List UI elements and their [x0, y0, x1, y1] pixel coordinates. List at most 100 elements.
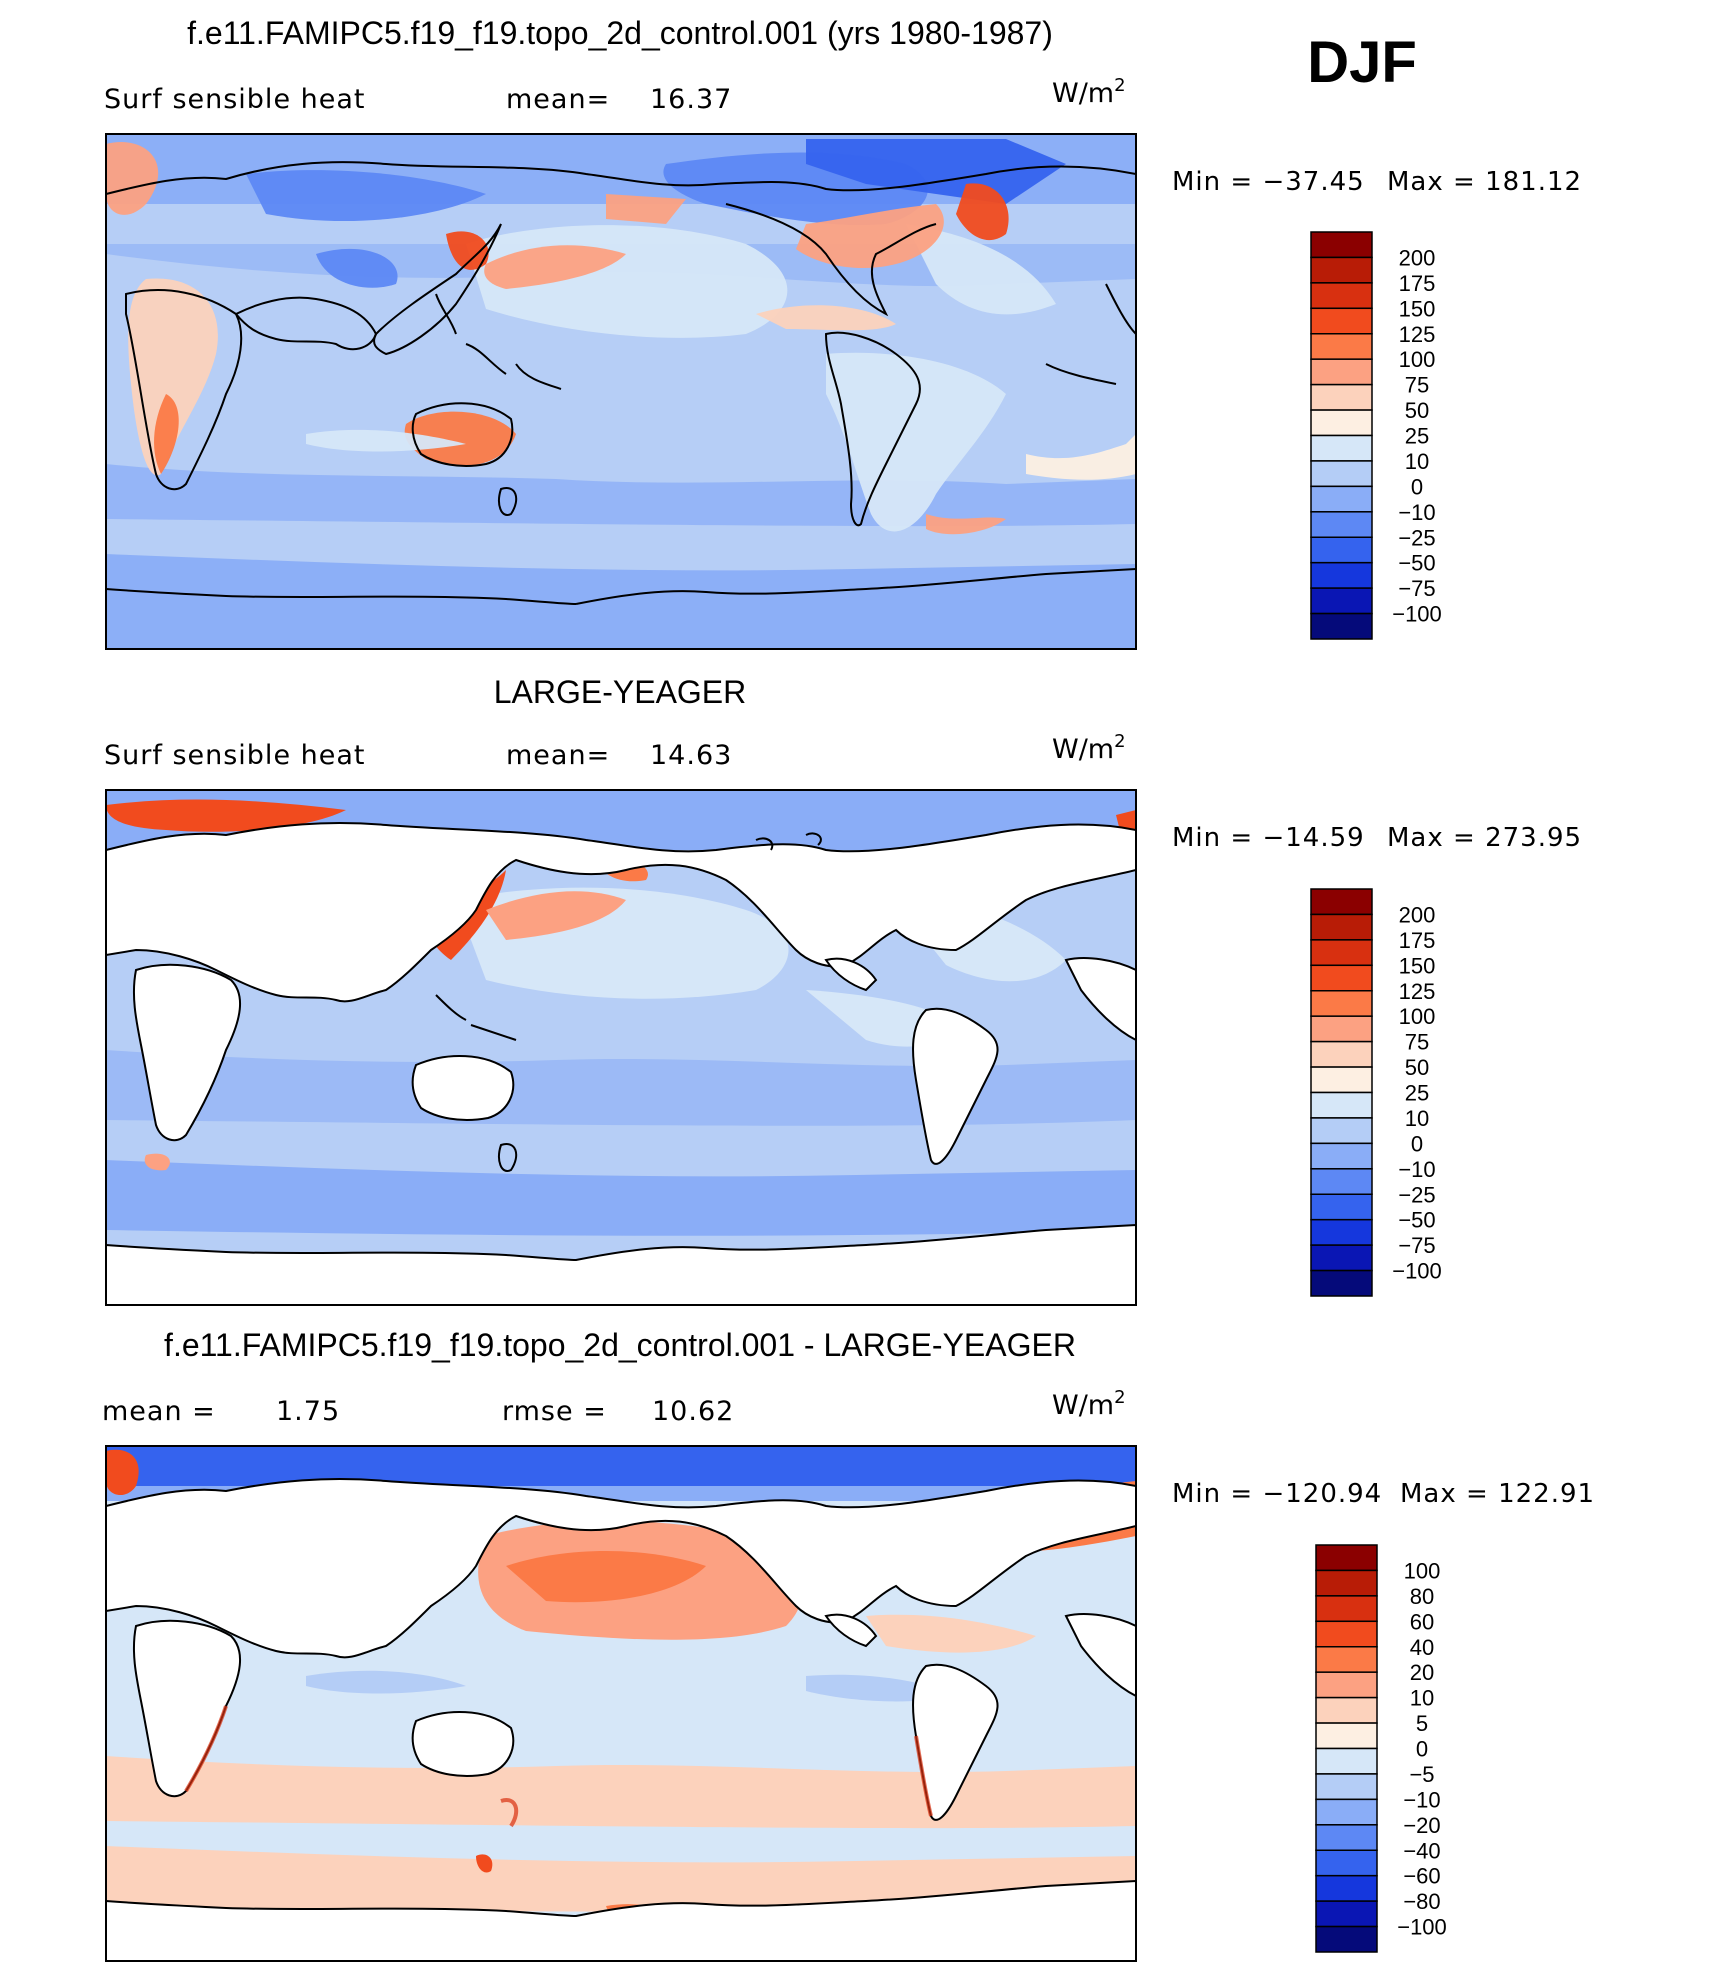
colorbar-2-label-9: 0 — [1411, 1131, 1423, 1156]
panel-2-mean-value: 14.63 — [650, 740, 732, 771]
colorbar-2-label-6: 50 — [1405, 1055, 1429, 1080]
colorbar-1-swatch-3 — [1310, 307, 1373, 335]
colorbar-2-swatch-3 — [1310, 964, 1373, 992]
colorbar-2-swatch-15 — [1310, 1269, 1373, 1297]
colorbar-1-label-14: −100 — [1392, 602, 1442, 627]
colorbar-1-swatch-14 — [1310, 587, 1373, 615]
colorbar-1-swatch-6 — [1310, 383, 1373, 411]
colorbar-2-swatch-10 — [1310, 1142, 1373, 1170]
colorbar-2-swatch-13 — [1310, 1218, 1373, 1246]
colorbar-2-swatch-2 — [1310, 939, 1373, 967]
colorbar-3-swatch-1 — [1315, 1569, 1378, 1597]
panel-3-rmse-label: rmse = — [502, 1396, 607, 1427]
colorbar-3-swatch-15 — [1315, 1925, 1378, 1953]
colorbar-1-label-13: −75 — [1398, 576, 1435, 601]
panel-1-mean-value: 16.37 — [650, 84, 732, 115]
colorbar-3-label-3: 40 — [1410, 1635, 1434, 1660]
panel-2-map — [105, 789, 1137, 1306]
colorbar-3-swatch-6 — [1315, 1696, 1378, 1724]
panel-1-map — [105, 133, 1137, 650]
colorbar-1-label-3: 125 — [1399, 322, 1436, 347]
panel-1-min: Min = −37.45 — [1172, 167, 1365, 197]
colorbar-2-swatch-14 — [1310, 1244, 1373, 1272]
colorbar-1-label-4: 100 — [1399, 347, 1436, 372]
colorbar-2-swatch-5 — [1310, 1015, 1373, 1043]
colorbar-2-label-5: 75 — [1405, 1030, 1429, 1055]
colorbar-3-swatch-0 — [1315, 1544, 1378, 1572]
colorbar-2-label-13: −75 — [1398, 1233, 1435, 1258]
season-label: DJF — [1307, 30, 1417, 95]
colorbar-1-label-0: 200 — [1399, 245, 1436, 270]
colorbar-1-swatch-13 — [1310, 561, 1373, 589]
colorbar-3-label-11: −40 — [1403, 1838, 1440, 1863]
colorbar-3-swatch-13 — [1315, 1874, 1378, 1902]
colorbar-2-label-10: −10 — [1398, 1157, 1435, 1182]
colorbar-2-label-2: 150 — [1399, 953, 1436, 978]
colorbar-1-swatch-8 — [1310, 434, 1373, 462]
colorbar-1-swatch-15 — [1310, 612, 1373, 640]
colorbar-2-swatch-11 — [1310, 1168, 1373, 1195]
colorbar-3-swatch-11 — [1315, 1824, 1378, 1851]
colorbar-2-swatch-1 — [1310, 913, 1373, 941]
colorbar-1-swatch-1 — [1310, 256, 1373, 284]
panel-1-variable: Surf sensible heat — [104, 84, 366, 115]
panel-3-min: Min = −120.94 — [1172, 1479, 1382, 1509]
panel-2-land-mask — [106, 822, 1136, 1305]
colorbar-3-label-12: −60 — [1403, 1864, 1440, 1889]
colorbar-1-swatch-4 — [1310, 333, 1373, 360]
panel-3-map — [105, 1445, 1137, 1962]
panel-3-land-mask — [106, 1478, 1136, 1961]
colorbar-1-label-6: 50 — [1405, 398, 1429, 423]
colorbar-2-label-8: 10 — [1405, 1106, 1429, 1131]
panel-2-variable: Surf sensible heat — [104, 740, 366, 771]
panel-3-mean-value: 1.75 — [276, 1396, 340, 1427]
colorbar-2-label-0: 200 — [1399, 902, 1436, 927]
colorbar-3-swatch-7 — [1315, 1722, 1378, 1750]
colorbar-1-swatch-5 — [1310, 358, 1373, 386]
colorbar-3-label-4: 20 — [1410, 1660, 1434, 1685]
colorbar-3-label-8: −5 — [1409, 1762, 1434, 1787]
colorbar-2-label-14: −100 — [1392, 1259, 1442, 1284]
colorbar-3-swatch-4 — [1315, 1646, 1378, 1673]
panel-3-coast-highlights — [184, 1705, 933, 1828]
colorbar-3-swatch-10 — [1315, 1798, 1378, 1826]
colorbar-1-label-12: −50 — [1398, 551, 1435, 576]
colorbar-3-label-7: 0 — [1416, 1737, 1428, 1762]
colorbar-1-label-11: −25 — [1398, 525, 1435, 550]
colorbar-1-label-9: 0 — [1411, 474, 1423, 499]
panel-1-max: Max = 181.12 — [1387, 167, 1582, 197]
panel-3-title: f.e11.FAMIPC5.f19_f19.topo_2d_control.00… — [164, 1327, 1076, 1363]
panel-1-coastlines — [106, 161, 1136, 605]
colorbar-2-label-12: −50 — [1398, 1208, 1435, 1233]
panel-1-units: W/m2 — [1052, 75, 1126, 109]
colorbar-2-swatch-6 — [1310, 1040, 1373, 1068]
colorbar-2-swatch-12 — [1310, 1193, 1373, 1221]
colorbar-1-swatch-7 — [1310, 409, 1373, 437]
panel-2-max: Max = 273.95 — [1387, 823, 1582, 853]
colorbar-2-swatch-7 — [1310, 1066, 1373, 1094]
colorbar-2-label-1: 175 — [1399, 928, 1436, 953]
colorbar-3-swatch-14 — [1315, 1900, 1378, 1928]
panel-3: f.e11.FAMIPC5.f19_f19.topo_2d_control.00… — [102, 1327, 1594, 1962]
colorbar-1-swatch-2 — [1310, 282, 1373, 310]
panel-3-units: W/m2 — [1052, 1387, 1126, 1421]
colorbar-1-label-5: 75 — [1405, 373, 1429, 398]
colorbar-3-label-5: 10 — [1410, 1686, 1434, 1711]
colorbar-1-swatch-12 — [1310, 536, 1373, 564]
panel-2-title: LARGE-YEAGER — [494, 674, 747, 710]
colorbar-3-label-13: −80 — [1403, 1889, 1440, 1914]
panel-2-islands — [435, 832, 822, 1172]
colorbar-1-label-2: 150 — [1399, 296, 1436, 321]
colorbar-2-swatch-0 — [1310, 888, 1373, 916]
panel-1-title: f.e11.FAMIPC5.f19_f19.topo_2d_control.00… — [187, 15, 1053, 51]
colorbar-3-swatch-8 — [1315, 1747, 1378, 1775]
colorbar-3-swatch-2 — [1315, 1595, 1378, 1623]
colorbar-3-label-9: −10 — [1403, 1787, 1440, 1812]
colorbar-2-swatch-8 — [1310, 1091, 1373, 1119]
panel-3-rmse-value: 10.62 — [652, 1396, 734, 1427]
panel-2: LARGE-YEAGER Surf sensible heat mean= 14… — [104, 674, 1582, 1306]
colorbar-3-swatch-9 — [1315, 1773, 1378, 1801]
colorbar-3-swatch-5 — [1315, 1671, 1378, 1699]
colorbar-1-swatch-0 — [1310, 231, 1373, 259]
